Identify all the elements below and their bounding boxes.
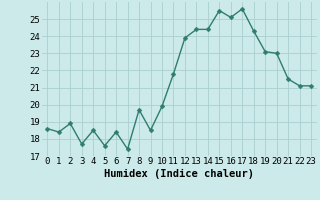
X-axis label: Humidex (Indice chaleur): Humidex (Indice chaleur): [104, 169, 254, 179]
